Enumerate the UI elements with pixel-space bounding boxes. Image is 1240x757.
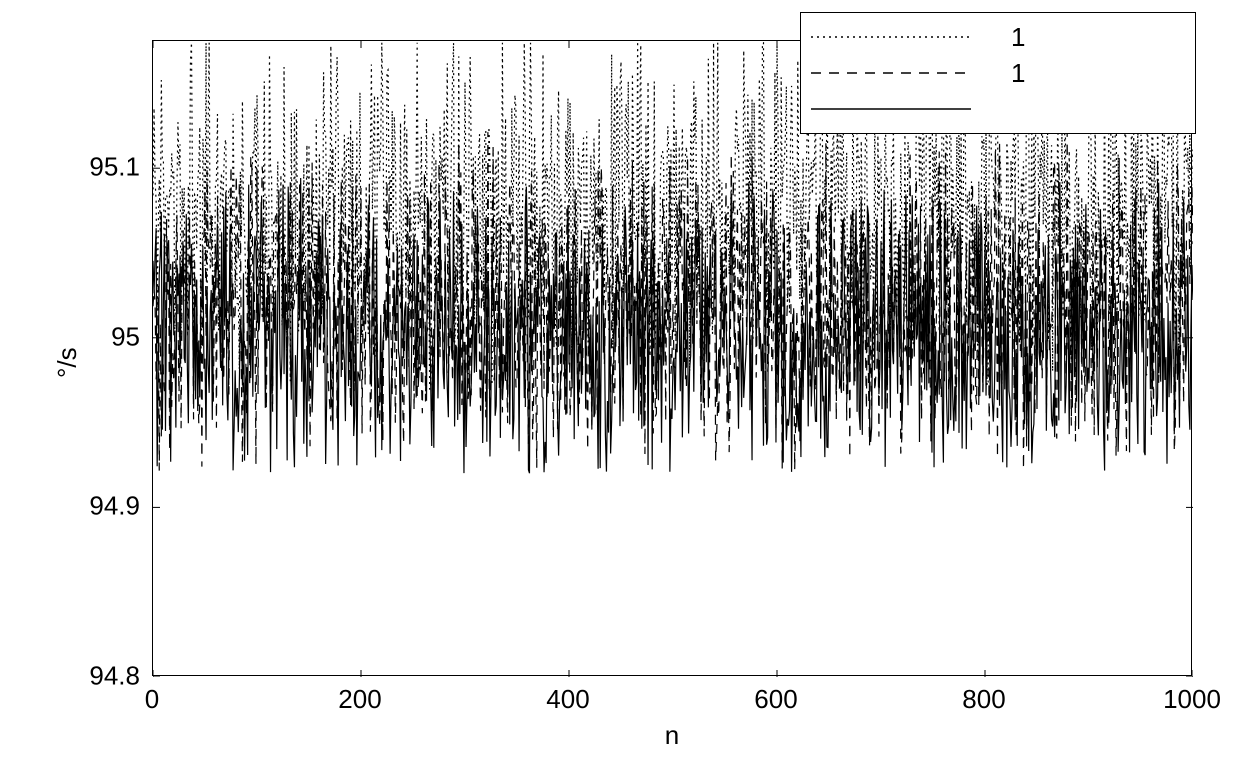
y-tick-label: 94.8 <box>89 661 140 692</box>
x-tick-label: 800 <box>962 684 1005 715</box>
legend-label: 1 <box>1011 22 1051 53</box>
legend-label: 1 <box>1011 58 1051 89</box>
x-tick-label: 0 <box>145 684 159 715</box>
x-tick-label: 1000 <box>1163 684 1221 715</box>
legend-row <box>811 91 1185 127</box>
legend-line-sample <box>811 23 971 51</box>
y-tick-label: 95 <box>111 321 140 352</box>
plot-svg <box>153 41 1193 677</box>
x-axis-label: n <box>665 720 679 751</box>
legend-line-sample <box>811 95 971 123</box>
y-tick-label: 95.1 <box>89 152 140 183</box>
x-tick-label: 200 <box>338 684 381 715</box>
y-tick-label: 94.9 <box>89 491 140 522</box>
legend-row: 1 <box>811 19 1185 55</box>
legend: 11 <box>800 12 1196 134</box>
y-axis-label: °/s <box>52 347 83 378</box>
x-tick-label: 400 <box>546 684 589 715</box>
chart-container: 0 200 400 600 800 1000 94.8 94.9 95 95.1 n °/s 1… <box>0 0 1240 757</box>
legend-line-sample <box>811 59 971 87</box>
plot-area <box>152 40 1192 676</box>
x-tick-label: 600 <box>754 684 797 715</box>
legend-row: 1 <box>811 55 1185 91</box>
